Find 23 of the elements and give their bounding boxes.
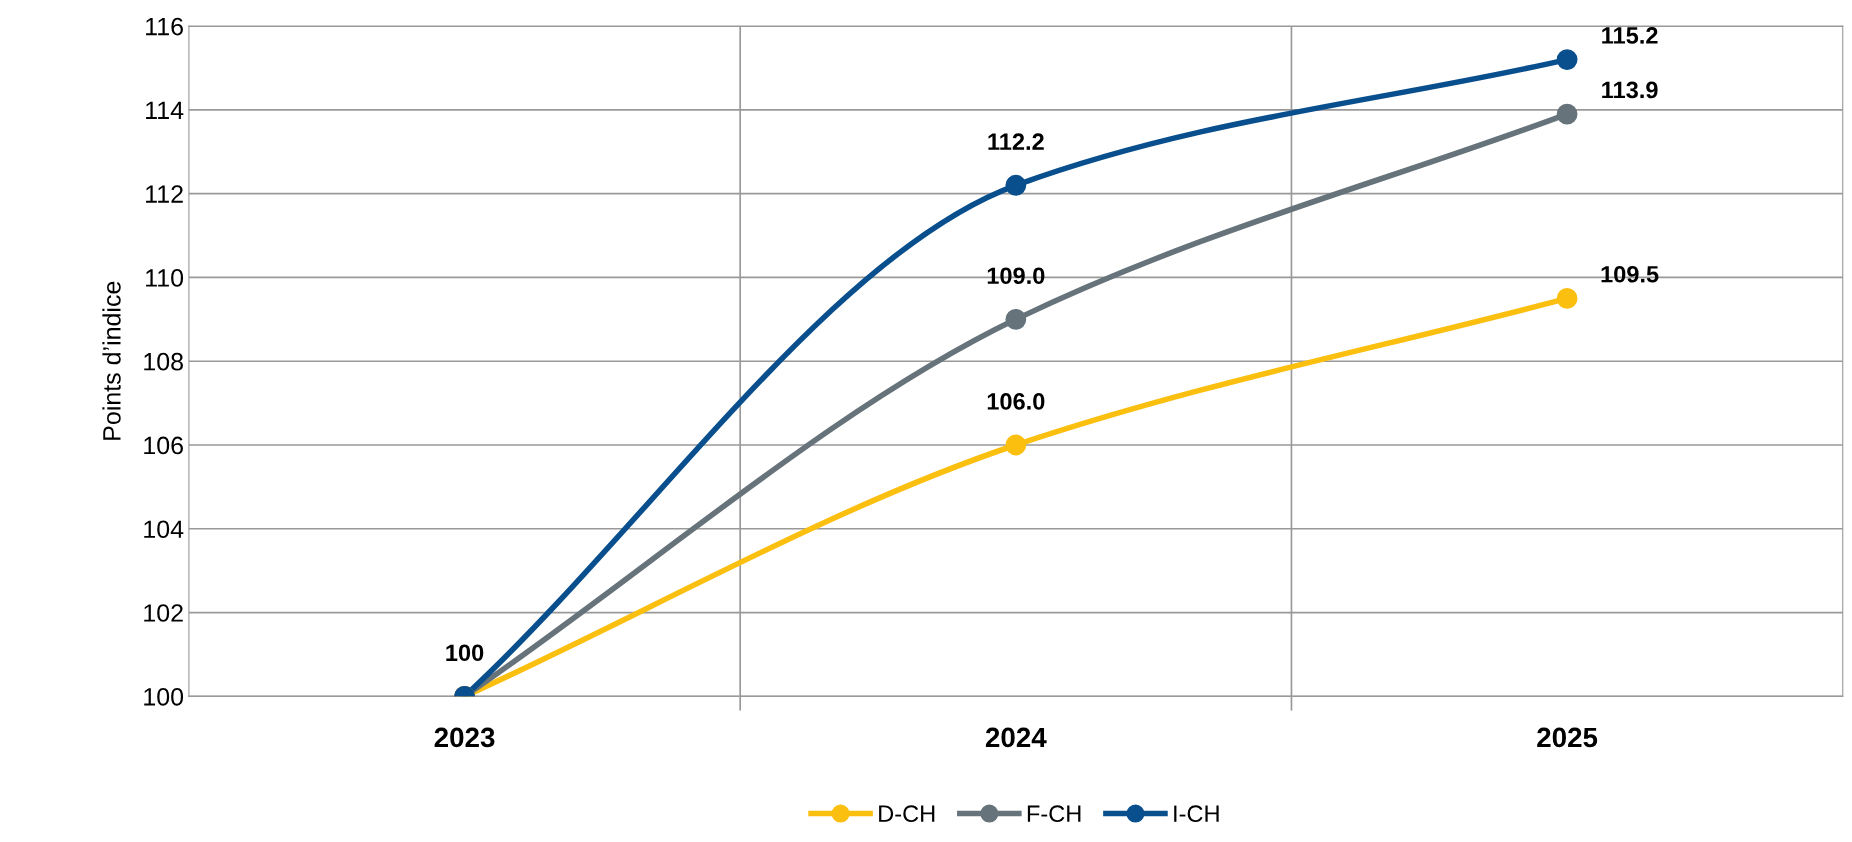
y-tick-label: 116 (146, 17, 183, 36)
data-label: 109.0 (987, 267, 1045, 285)
y-tick-label: 106 (144, 436, 183, 455)
data-label: 100 (446, 644, 484, 662)
legend-label: D-CH (879, 805, 935, 823)
legend-label: F-CH (1027, 805, 1081, 823)
data-label: 113.9 (1602, 81, 1658, 99)
x-tick-label: 2023 (434, 727, 495, 748)
x-tick-label: 2024 (985, 727, 1047, 748)
y-tick-label: 104 (144, 520, 184, 539)
data-label: 109.5 (1601, 265, 1659, 283)
y-tick-label: 112 (146, 185, 183, 203)
y-tick-label: 108 (144, 352, 183, 371)
data-label: 112.2 (988, 133, 1044, 150)
data-label: 106.0 (987, 393, 1045, 410)
data-label: 115.2 (1602, 27, 1658, 44)
y-axis-title: Points d’indice (102, 281, 121, 440)
y-tick-label: 110 (146, 269, 184, 287)
y-tick-label: 102 (144, 604, 183, 622)
x-tick-label: 2025 (1537, 727, 1598, 748)
y-tick-label: 100 (144, 687, 184, 706)
legend-label: I-CH (1174, 805, 1219, 823)
y-tick-label: 114 (146, 101, 184, 119)
